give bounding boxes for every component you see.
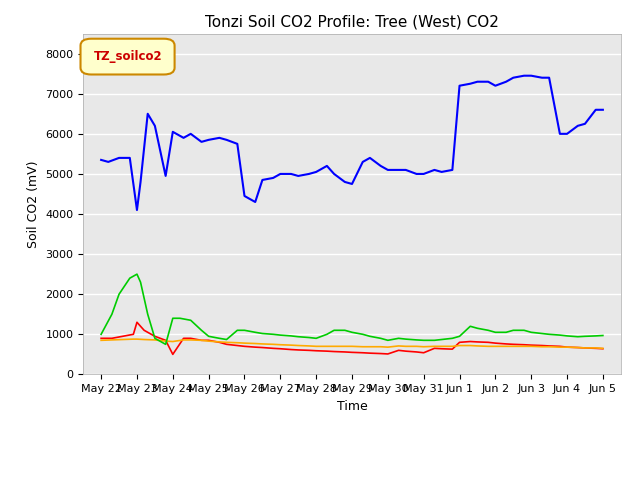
-16cm: [97, 157, 105, 163]
-8cm: [162, 341, 170, 347]
-16cm: [438, 169, 445, 175]
-2cm: [330, 348, 338, 354]
-8cm: [133, 271, 141, 277]
-8cm: [449, 336, 456, 341]
Line: -16cm: -16cm: [101, 76, 603, 210]
-2cm: [133, 319, 141, 325]
-16cm: [599, 107, 607, 113]
-2cm: [119, 334, 127, 339]
-8cm: [97, 331, 105, 337]
Y-axis label: Soil CO2 (mV): Soil CO2 (mV): [27, 160, 40, 248]
-2cm: [129, 331, 137, 337]
X-axis label: Time: Time: [337, 400, 367, 413]
Line: -2cm: -2cm: [101, 322, 603, 354]
-16cm: [223, 137, 230, 143]
-16cm: [520, 73, 528, 79]
-4cm: [133, 336, 141, 342]
-4cm: [241, 340, 248, 346]
-16cm: [538, 75, 546, 81]
-4cm: [323, 344, 331, 349]
-16cm: [216, 135, 223, 141]
-2cm: [252, 344, 259, 350]
Line: -8cm: -8cm: [101, 274, 603, 344]
-2cm: [599, 346, 607, 352]
-4cm: [449, 344, 456, 349]
Line: -4cm: -4cm: [101, 339, 603, 348]
-2cm: [467, 339, 474, 345]
-16cm: [581, 121, 589, 127]
-8cm: [484, 327, 492, 333]
-4cm: [119, 336, 127, 342]
Text: TZ_soilco2: TZ_soilco2: [93, 50, 162, 63]
-4cm: [97, 337, 105, 343]
Title: Tonzi Soil CO2 Profile: Tree (West) CO2: Tonzi Soil CO2 Profile: Tree (West) CO2: [205, 15, 499, 30]
-16cm: [133, 207, 141, 213]
-4cm: [599, 346, 607, 351]
-16cm: [474, 79, 481, 84]
-4cm: [129, 336, 137, 342]
-2cm: [456, 339, 463, 345]
-8cm: [599, 333, 607, 338]
-4cm: [456, 343, 463, 348]
-8cm: [581, 334, 589, 339]
-8cm: [234, 327, 241, 333]
-8cm: [538, 331, 546, 336]
FancyBboxPatch shape: [81, 39, 175, 74]
-8cm: [223, 336, 230, 342]
-2cm: [169, 351, 177, 357]
-2cm: [97, 336, 105, 341]
